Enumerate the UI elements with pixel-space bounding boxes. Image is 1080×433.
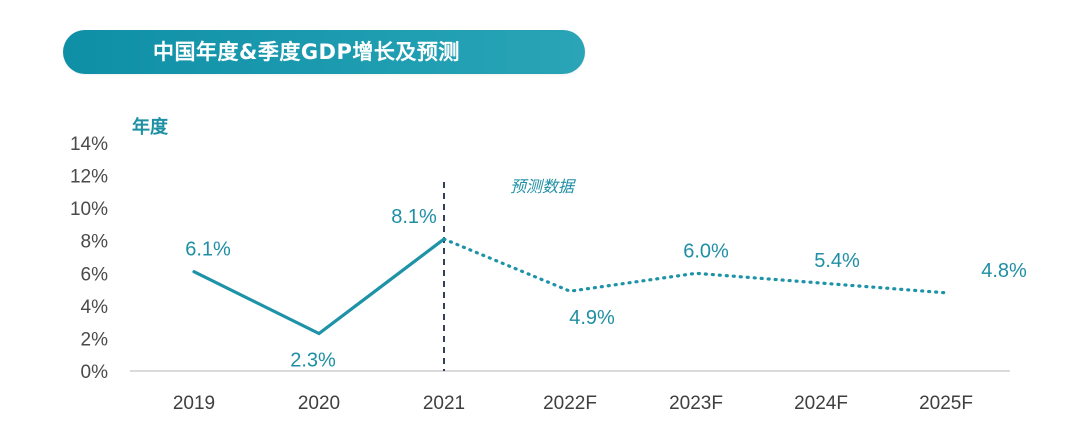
y-tick-label: 2% <box>81 329 109 350</box>
forecast-note: 预测数据 <box>510 177 576 196</box>
x-axis-ticks: 2019 2020 2021 2022F 2023F 2024F 2025F <box>173 393 973 414</box>
gdp-series <box>192 237 948 336</box>
title-banner: 中国年度&季度GDP增长及预测 <box>63 30 585 74</box>
y-tick-label: 8% <box>81 232 109 253</box>
data-label: 4.8% <box>981 260 1027 282</box>
x-tick-label: 2025F <box>919 393 973 414</box>
data-label: 4.9% <box>569 307 615 329</box>
x-tick-label: 2022F <box>543 393 597 414</box>
y-tick-label: 4% <box>81 297 109 318</box>
data-label: 5.4% <box>814 250 860 272</box>
forecast-gdp-line <box>442 237 948 295</box>
y-axis-ticks: 0% 2% 4% 6% 8% 10% 12% 14% <box>70 134 108 383</box>
y-tick-label: 14% <box>70 134 108 155</box>
y-tick-label: 12% <box>70 167 108 188</box>
x-tick-label: 2023F <box>669 393 723 414</box>
data-label: 6.0% <box>683 240 729 262</box>
y-axis-title: 年度 <box>132 116 169 138</box>
x-tick-label: 2021 <box>423 393 465 414</box>
x-tick-label: 2019 <box>173 393 215 414</box>
data-label: 2.3% <box>290 350 336 372</box>
y-tick-label: 6% <box>81 264 109 285</box>
y-tick-label: 10% <box>70 199 108 220</box>
data-labels: 6.1% 2.3% 8.1% 4.9% 6.0% 5.4% 4.8% <box>185 206 1027 371</box>
y-tick-label: 0% <box>81 362 109 383</box>
x-tick-label: 2024F <box>794 393 848 414</box>
data-label: 8.1% <box>391 206 437 228</box>
actual-gdp-line <box>192 237 446 336</box>
chart-title: 中国年度&季度GDP增长及预测 <box>153 40 460 64</box>
data-label: 6.1% <box>185 239 231 261</box>
x-tick-label: 2020 <box>298 393 340 414</box>
